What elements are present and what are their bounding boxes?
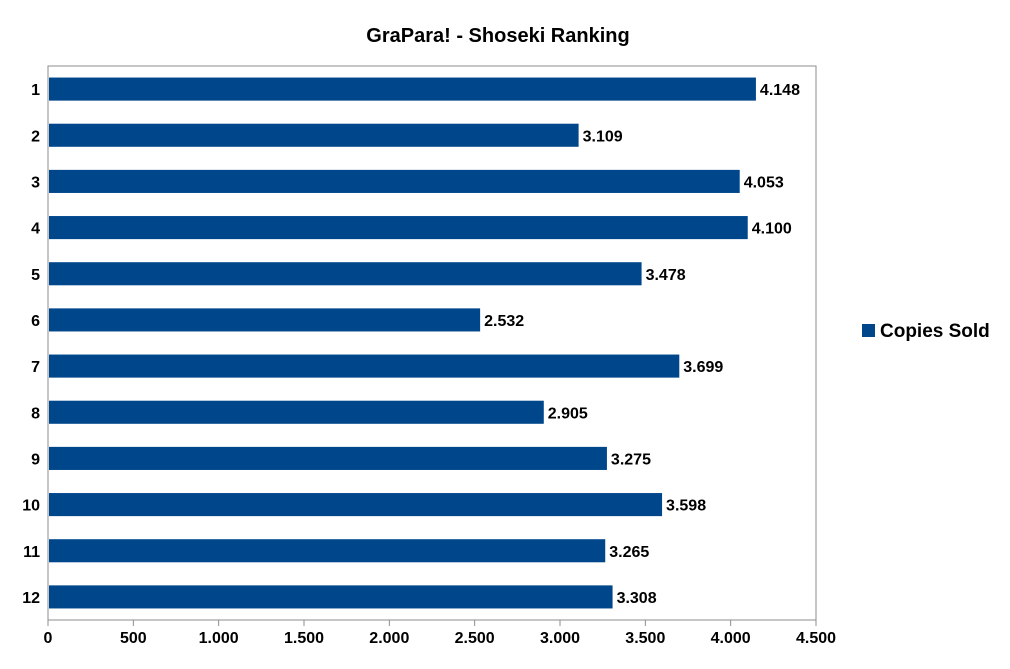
x-tick-label: 500 — [120, 630, 147, 647]
data-label: 4.053 — [744, 174, 784, 191]
bar — [49, 262, 642, 286]
y-tick-label: 8 — [31, 405, 40, 422]
bar — [49, 585, 613, 609]
data-label: 4.148 — [760, 82, 800, 99]
bar — [49, 308, 481, 332]
bar — [49, 77, 756, 101]
data-label: 4.100 — [752, 221, 792, 238]
x-tick-label: 3.500 — [625, 630, 665, 647]
bar — [49, 493, 663, 517]
x-tick-label: 0 — [44, 630, 53, 647]
bars-group — [49, 77, 756, 609]
y-tick-label: 1 — [31, 82, 40, 99]
x-tick-label: 4.500 — [796, 630, 836, 647]
x-tick-label: 1.000 — [199, 630, 239, 647]
x-tick-label: 3.000 — [540, 630, 580, 647]
y-tick-label: 4 — [31, 221, 40, 238]
legend-label: Copies Sold — [880, 321, 990, 342]
bar — [49, 216, 748, 240]
plot-area — [47, 65, 817, 621]
bar — [49, 539, 606, 563]
data-labels-group: 4.148 3.109 4.053 4.100 3.478 2.532 3.699 2.905… — [484, 82, 800, 607]
y-tick-label: 7 — [31, 359, 40, 376]
data-label: 2.905 — [548, 405, 588, 422]
data-label: 2.532 — [484, 313, 524, 330]
y-tick-label: 2 — [31, 128, 40, 145]
y-tick-label: 11 — [23, 544, 40, 561]
y-tick-label: 6 — [31, 313, 40, 330]
chart-title: GraPara! - Shoseki Ranking — [366, 25, 629, 47]
x-tick-label: 1.500 — [284, 630, 324, 647]
data-label: 3.308 — [617, 590, 657, 607]
y-tick-label: 12 — [22, 590, 40, 607]
bar — [49, 169, 740, 193]
data-label: 3.598 — [666, 498, 706, 515]
data-label: 3.699 — [683, 359, 723, 376]
bar — [49, 400, 544, 424]
x-tick-label: 2.500 — [455, 630, 495, 647]
y-tick-label: 9 — [31, 451, 40, 468]
legend-swatch — [862, 324, 875, 337]
x-axis: 0 500 1.000 1.500 2.000 2.500 3.000 3.500 4.000 4… — [44, 620, 836, 647]
bar — [49, 354, 680, 378]
bar — [49, 446, 607, 470]
y-tick-label: 3 — [31, 174, 40, 191]
legend: Copies Sold — [862, 321, 990, 342]
data-label: 3.109 — [583, 128, 623, 145]
x-tick-label: 2.000 — [369, 630, 409, 647]
plot-border — [47, 65, 817, 621]
x-tick-label: 4.000 — [711, 630, 751, 647]
data-label: 3.265 — [609, 544, 649, 561]
bar — [49, 123, 579, 147]
data-label: 3.478 — [646, 267, 686, 284]
data-label: 3.275 — [611, 451, 651, 468]
y-tick-label: 5 — [31, 267, 40, 284]
y-tick-label: 10 — [22, 498, 40, 515]
